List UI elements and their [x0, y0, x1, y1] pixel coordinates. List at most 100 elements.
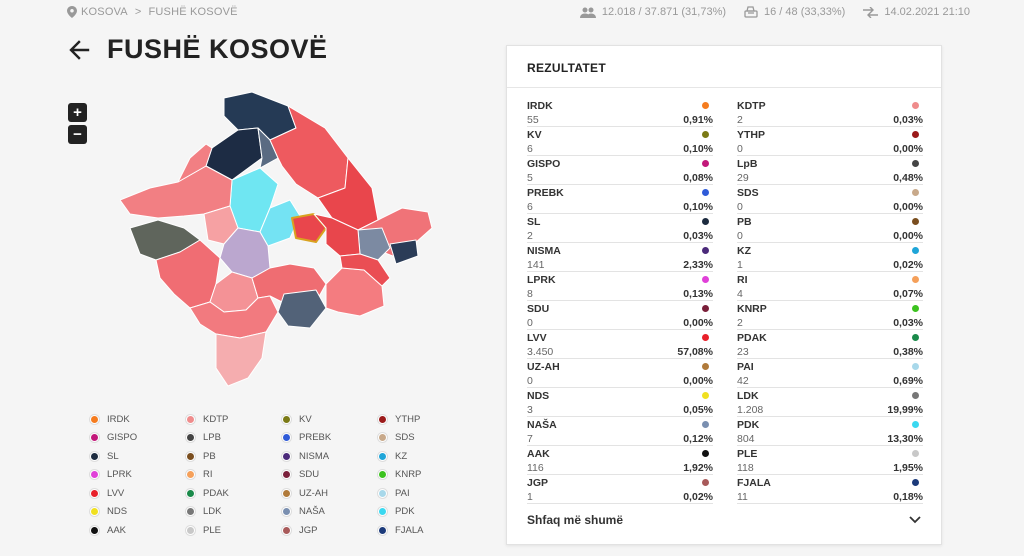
party-color-dot — [702, 218, 709, 225]
legend-item[interactable]: PDAK — [186, 484, 282, 503]
party-name: NISMA — [527, 245, 561, 257]
legend-item[interactable]: KDTP — [186, 410, 282, 429]
legend-item[interactable]: LPB — [186, 429, 282, 448]
result-row: KDTP 2 0,03% — [737, 98, 923, 127]
legend-item[interactable]: YTHP — [378, 410, 474, 429]
legend-color-dot — [282, 507, 291, 517]
map-region-northeast[interactable] — [269, 105, 349, 199]
legend-item[interactable]: PDK — [378, 503, 474, 522]
map-region-south-1[interactable] — [189, 295, 279, 339]
party-name: AAK — [527, 448, 550, 460]
map-region-fushe-kosove[interactable] — [291, 213, 327, 243]
legend-item[interactable]: LVV — [90, 484, 186, 503]
party-name: PLE — [737, 448, 758, 460]
party-percent: 0,10% — [683, 143, 713, 155]
party-color-dot — [912, 305, 919, 312]
party-values: 6 0,10% — [527, 143, 713, 155]
legend-item[interactable]: PB — [186, 447, 282, 466]
show-more-button[interactable]: Shfaq më shumë — [527, 513, 921, 527]
legend-color-dot — [90, 525, 99, 535]
party-color-dot — [912, 160, 919, 167]
map-region-south-2[interactable] — [215, 331, 267, 387]
party-color-dot — [702, 421, 709, 428]
result-row: YTHP 0 0,00% — [737, 127, 923, 156]
map-region-east-4[interactable] — [389, 239, 419, 265]
legend-item[interactable]: SL — [90, 447, 186, 466]
legend-item[interactable]: NISMA — [282, 447, 378, 466]
party-percent: 0,00% — [893, 201, 923, 213]
party-votes: 55 — [527, 114, 539, 126]
party-percent: 1,95% — [893, 462, 923, 474]
party-name: UZ-AH — [527, 361, 560, 373]
legend-label: UZ-AH — [299, 487, 329, 499]
party-votes: 2 — [737, 114, 743, 126]
party-votes: 1 — [527, 491, 533, 503]
breadcrumb-root[interactable]: KOSOVA — [81, 6, 128, 18]
legend-item[interactable]: FJALA — [378, 521, 474, 540]
party-values: 118 1,95% — [737, 462, 923, 474]
back-arrow-icon[interactable] — [67, 38, 91, 62]
party-percent: 0,03% — [893, 317, 923, 329]
legend-item[interactable]: LPRK — [90, 466, 186, 485]
legend-label: KZ — [395, 450, 408, 462]
result-row: FJALA 11 0,18% — [737, 475, 923, 504]
party-color-dot — [702, 160, 709, 167]
party-percent: 0,69% — [893, 375, 923, 387]
result-row: LPRK 8 0,13% — [527, 272, 713, 301]
breadcrumb: KOSOVA > FUSHË KOSOVË — [67, 6, 238, 18]
legend-item[interactable]: NAŠA — [282, 503, 378, 522]
chevron-down-icon — [909, 516, 921, 524]
legend-item[interactable]: KV — [282, 410, 378, 429]
party-percent: 0,18% — [893, 491, 923, 503]
party-votes: 118 — [737, 462, 754, 474]
party-values: 2 0,03% — [527, 230, 713, 242]
legend-item[interactable]: KNRP — [378, 466, 474, 485]
party-color-dot — [912, 218, 919, 225]
legend-item[interactable]: UZ-AH — [282, 484, 378, 503]
legend-item[interactable]: NDS — [90, 503, 186, 522]
legend-item[interactable]: PLE — [186, 521, 282, 540]
result-row: PLE 118 1,95% — [737, 446, 923, 475]
legend-item[interactable]: RI — [186, 466, 282, 485]
party-percent: 0,13% — [683, 288, 713, 300]
zoom-out-button[interactable]: − — [68, 125, 87, 144]
legend-color-dot — [378, 451, 387, 461]
party-values: 3 0,05% — [527, 404, 713, 416]
legend-item[interactable]: KZ — [378, 447, 474, 466]
legend-item[interactable]: SDS — [378, 429, 474, 448]
party-percent: 0,05% — [683, 404, 713, 416]
party-color-dot — [702, 305, 709, 312]
map-region-southeast-2[interactable] — [339, 253, 391, 287]
zoom-in-button[interactable]: + — [68, 103, 87, 122]
legend-color-dot — [378, 470, 387, 480]
result-row: SL 2 0,03% — [527, 214, 713, 243]
map-region-south-dark[interactable] — [277, 289, 327, 329]
legend-color-dot — [378, 507, 387, 517]
party-votes: 1.208 — [737, 404, 764, 416]
legend-label: LDK — [203, 506, 222, 518]
legend-item[interactable]: PREBK — [282, 429, 378, 448]
legend-label: LPRK — [107, 469, 132, 481]
party-values: 141 2,33% — [527, 259, 713, 271]
legend-item[interactable]: PAI — [378, 484, 474, 503]
map-region-west-1[interactable] — [120, 165, 233, 219]
legend-color-dot — [90, 451, 99, 461]
legend-item[interactable]: IRDK — [90, 410, 186, 429]
map-region-north-west[interactable] — [177, 143, 213, 183]
legend-color-dot — [90, 433, 99, 443]
legend-item[interactable]: GISPO — [90, 429, 186, 448]
legend-item[interactable]: LDK — [186, 503, 282, 522]
party-color-dot — [702, 189, 709, 196]
map-region-north-3[interactable] — [257, 127, 279, 169]
party-color-dot — [912, 247, 919, 254]
result-row: UZ-AH 0 0,00% — [527, 359, 713, 388]
legend-label: AAK — [107, 524, 127, 536]
result-row: LDK 1.208 19,99% — [737, 388, 923, 417]
legend-label: KNRP — [395, 469, 422, 481]
party-color-dot — [912, 189, 919, 196]
legend-item[interactable]: JGP — [282, 521, 378, 540]
result-row: LVV 3.450 57,08% — [527, 330, 713, 359]
party-values: 3.450 57,08% — [527, 346, 713, 358]
legend-item[interactable]: AAK — [90, 521, 186, 540]
legend-item[interactable]: SDU — [282, 466, 378, 485]
